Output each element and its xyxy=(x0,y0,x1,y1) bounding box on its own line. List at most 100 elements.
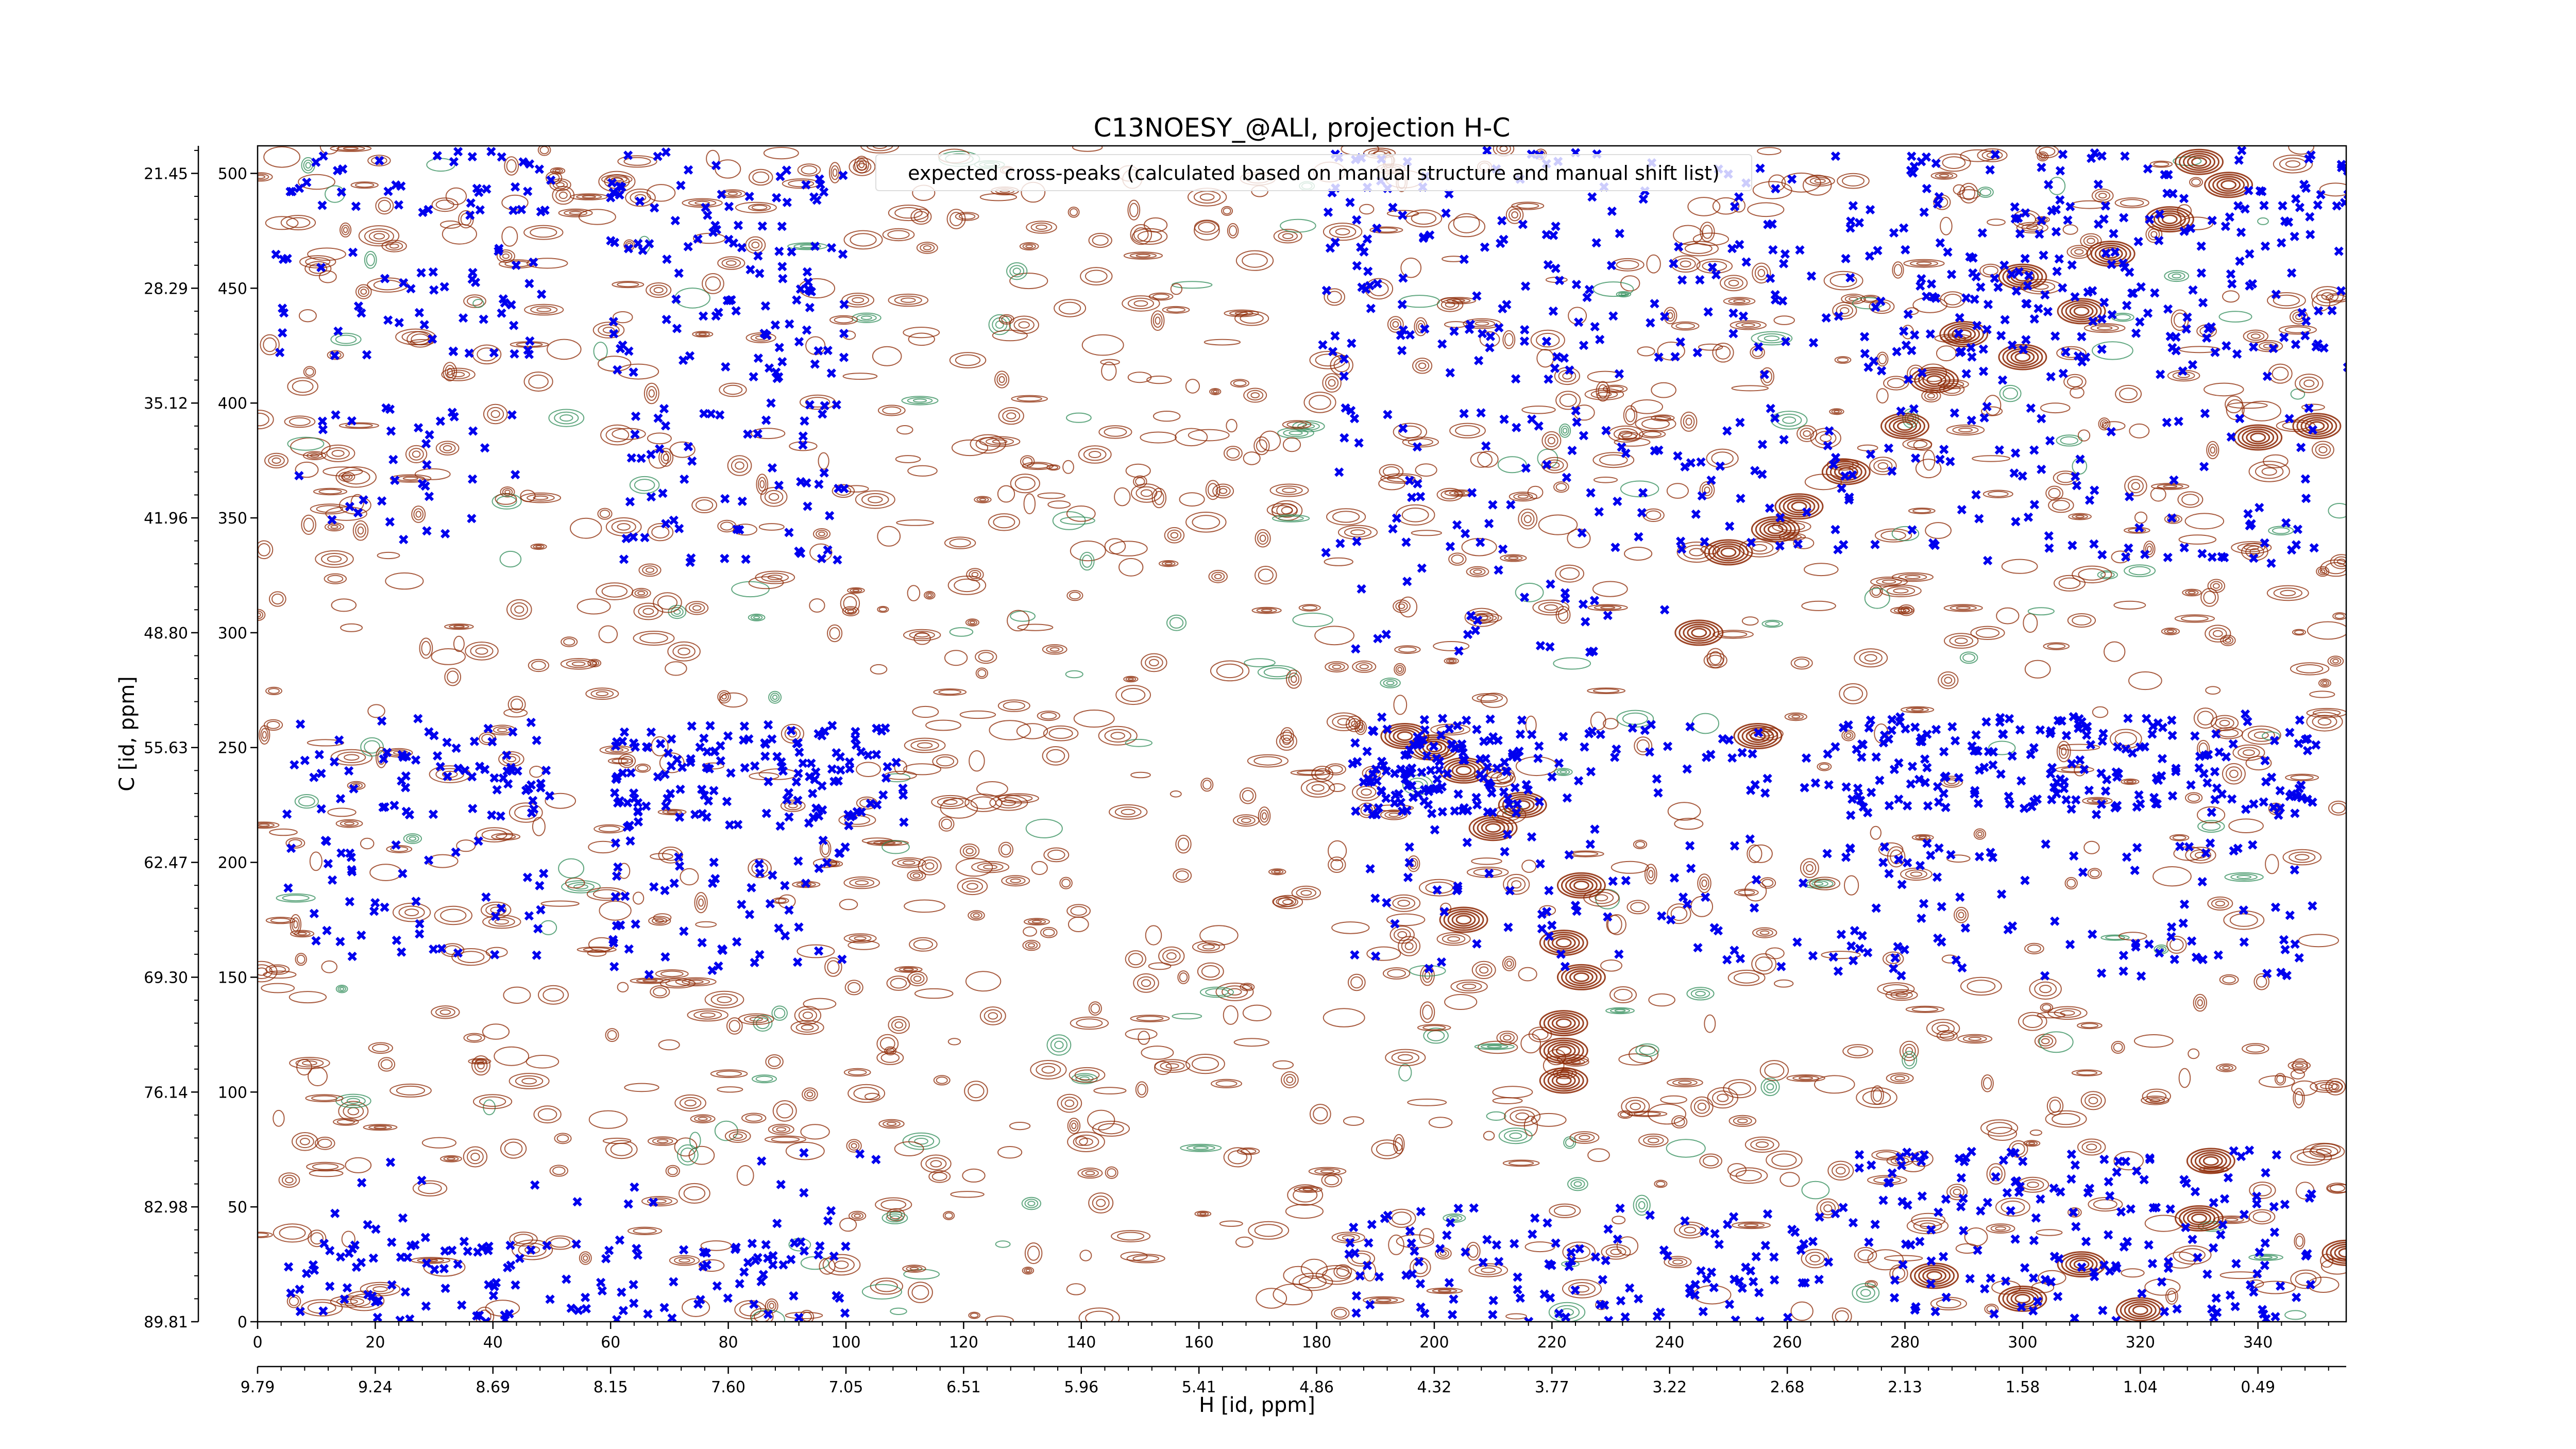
contour-ring xyxy=(1083,448,1107,461)
contour-ring xyxy=(374,1125,387,1129)
contour-ring xyxy=(698,1117,708,1121)
contour-ring xyxy=(751,428,786,440)
contour-ring xyxy=(1847,1046,1869,1056)
peak-marker xyxy=(1950,736,1960,746)
contour-ring xyxy=(890,1215,900,1221)
peak-marker xyxy=(2123,713,2133,723)
contour-ring xyxy=(571,661,586,667)
contour-ring xyxy=(1639,430,1666,439)
contour-ring xyxy=(1290,769,1331,776)
contour-ring xyxy=(1115,685,1151,705)
contour-ring xyxy=(1025,244,1033,248)
contour-ring xyxy=(704,990,744,1009)
peak-marker xyxy=(1982,325,1992,334)
contour-ring xyxy=(1450,980,1488,993)
peak-marker xyxy=(1922,292,1931,301)
peak-marker xyxy=(1767,219,1777,229)
peak-marker xyxy=(2245,249,2255,259)
peak-marker xyxy=(1613,496,1622,507)
contour-ring xyxy=(1434,1247,1452,1260)
contour-ring xyxy=(658,1039,680,1051)
peak-marker xyxy=(2179,543,2189,553)
peak-marker xyxy=(415,919,425,929)
peak-marker xyxy=(323,858,333,869)
peak-marker xyxy=(1472,724,1482,734)
contour-ring xyxy=(1515,582,1544,602)
contour-ring xyxy=(2253,1255,2278,1260)
peak-marker xyxy=(2167,791,2178,801)
contour-ring xyxy=(1774,493,1824,520)
contour-ring xyxy=(537,146,551,156)
contour-ring xyxy=(375,197,394,215)
peak-marker xyxy=(786,1255,796,1265)
contour-ring xyxy=(2086,1143,2097,1151)
contour-ring xyxy=(1614,1009,1626,1013)
peak-marker xyxy=(680,474,689,484)
peak-marker xyxy=(1449,326,1459,336)
contour-ring xyxy=(2175,1205,2224,1232)
contour-ring xyxy=(404,908,419,916)
contour-ring xyxy=(1226,448,1240,459)
contour-ring xyxy=(642,565,658,575)
contour-ring xyxy=(1040,926,1058,938)
contour-ring xyxy=(1088,451,1101,458)
peak-marker xyxy=(1404,857,1414,868)
contour-ring xyxy=(1291,885,1321,900)
peak-marker xyxy=(793,738,803,748)
peak-marker xyxy=(1685,722,1695,732)
peak-marker xyxy=(285,187,295,196)
peak-marker xyxy=(731,306,741,316)
contour-ring xyxy=(2247,728,2275,742)
contour-ring xyxy=(878,606,888,612)
peak-marker xyxy=(1615,228,1624,239)
peak-marker xyxy=(2227,794,2237,804)
contour-ring xyxy=(1561,874,1602,897)
peak-marker xyxy=(325,1245,335,1256)
contour-ring xyxy=(1790,1301,1814,1321)
contour-ring xyxy=(1229,225,1238,237)
contour-ring xyxy=(1479,966,1489,974)
contour-ring xyxy=(330,525,338,529)
contour-ring xyxy=(1834,356,1852,364)
contour-ring xyxy=(1451,554,1464,564)
contour-ring xyxy=(843,933,877,943)
peak-marker xyxy=(659,1303,669,1312)
contour-ring xyxy=(2230,873,2258,881)
contour-ring xyxy=(1750,1139,1774,1151)
contour-ring xyxy=(1980,1119,2019,1137)
peak-marker xyxy=(1603,912,1613,922)
contour-ring xyxy=(717,1086,743,1093)
peak-marker xyxy=(1834,311,1844,321)
peak-marker xyxy=(749,372,758,382)
contour-ring xyxy=(2060,436,2079,445)
contour-ring xyxy=(1937,1024,1950,1033)
peak-marker xyxy=(1866,449,1876,459)
contour-ring xyxy=(366,254,375,266)
contour-ring xyxy=(1741,323,1755,328)
contour-ring xyxy=(1648,993,1675,1007)
peak-marker xyxy=(1903,309,1913,319)
peak-marker xyxy=(1427,808,1437,818)
contour-ring xyxy=(1145,925,1162,946)
contour-ring xyxy=(305,367,314,376)
contour-ring xyxy=(2253,1184,2272,1197)
contour-ring xyxy=(1545,434,1558,447)
peak-marker xyxy=(1838,1203,1848,1212)
contour-ring xyxy=(974,496,992,503)
contour-ring xyxy=(1404,942,1414,950)
contour-ring xyxy=(1509,492,1537,502)
peak-marker xyxy=(633,817,643,827)
contour-ring xyxy=(1001,875,1030,887)
contour-ring xyxy=(463,1146,488,1168)
peak-marker xyxy=(1724,1300,1735,1309)
peak-marker xyxy=(683,242,693,251)
contour-ring xyxy=(1137,230,1162,243)
contour-ring xyxy=(1158,560,1179,567)
contour-ring xyxy=(1940,776,1963,788)
contour-ring xyxy=(1199,1212,1207,1216)
peak-marker xyxy=(1840,471,1850,481)
peak-marker xyxy=(546,175,556,185)
contour-ring xyxy=(1440,490,1459,500)
peak-marker xyxy=(838,249,848,259)
contour-ring xyxy=(441,367,476,381)
